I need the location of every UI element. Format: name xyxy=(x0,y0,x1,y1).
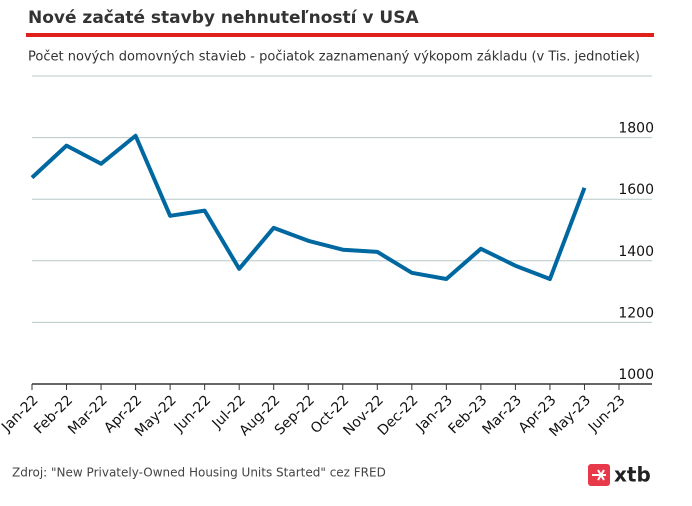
chart-title: Nové začaté stavby nehnuteľností v USA xyxy=(28,8,419,28)
y-tick-label: 1400 xyxy=(618,244,654,260)
title-rule xyxy=(26,33,654,37)
x-tick-label: Jun-22 xyxy=(171,392,215,436)
logo-text: xtb xyxy=(614,463,651,487)
x-tick-label: Mar-22 xyxy=(65,392,111,438)
x-tick-label: Jun-23 xyxy=(585,392,629,436)
y-tick-label: 1800 xyxy=(618,121,654,137)
source: Zdroj: "New Privately-Owned Housing Unit… xyxy=(12,466,386,480)
chart-subtitle: Počet nových domovných stavieb - počiato… xyxy=(28,50,640,65)
logo-mark xyxy=(592,469,606,481)
y-tick-label: 1200 xyxy=(618,305,654,321)
x-tick-label: Mar-23 xyxy=(480,392,526,438)
line-series xyxy=(30,133,587,281)
y-tick-label: 1000 xyxy=(618,367,654,383)
y-tick-label: 1600 xyxy=(618,182,654,198)
